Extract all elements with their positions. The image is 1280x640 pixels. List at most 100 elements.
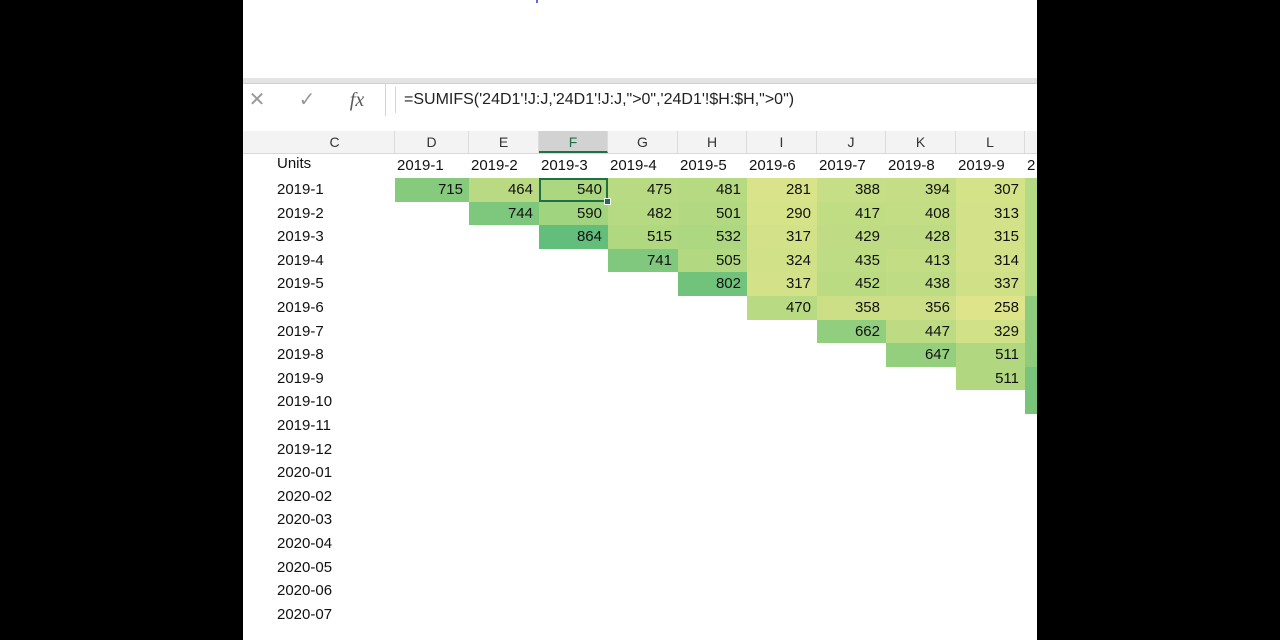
data-cell[interactable]: 470 <box>747 296 817 320</box>
period-header[interactable]: 2019-6 <box>749 157 796 174</box>
data-cell[interactable]: 864 <box>539 225 608 249</box>
data-cell[interactable]: 408 <box>886 201 956 226</box>
insert-function-button[interactable]: fx <box>349 89 365 111</box>
column-header-k[interactable]: K <box>886 131 956 153</box>
data-cell[interactable]: 515 <box>608 225 678 249</box>
data-cell[interactable]: 802 <box>678 272 747 296</box>
row-label[interactable]: 2020-06 <box>277 582 333 600</box>
data-cell[interactable] <box>1025 390 1037 414</box>
data-cell[interactable]: 315 <box>956 225 1025 249</box>
data-cell[interactable]: 317 <box>747 225 817 249</box>
period-header[interactable]: 2019-2 <box>471 157 518 174</box>
data-cell[interactable]: 394 <box>886 178 956 202</box>
column-header-g[interactable]: G <box>608 131 678 153</box>
row-label[interactable]: 2020-02 <box>277 487 333 505</box>
data-cell[interactable]: 429 <box>817 225 886 249</box>
data-cell[interactable]: 307 <box>956 178 1025 202</box>
data-cell[interactable]: 290 <box>747 201 817 226</box>
row-label[interactable]: 2020-07 <box>277 605 333 623</box>
column-header-d[interactable]: D <box>395 131 469 153</box>
data-cell[interactable]: 358 <box>817 296 886 320</box>
column-header-j[interactable]: J <box>817 131 886 153</box>
data-cell[interactable]: 413 <box>886 248 956 273</box>
row-label[interactable]: 2019-2 <box>277 204 324 222</box>
data-cell[interactable]: 647 <box>886 343 956 367</box>
period-header[interactable]: 2 <box>1027 157 1036 174</box>
period-header[interactable]: 2019-4 <box>610 157 657 174</box>
period-header[interactable]: 2019-5 <box>680 157 727 174</box>
data-cell[interactable]: 511 <box>956 343 1025 367</box>
data-cell[interactable] <box>1025 343 1037 367</box>
row-label[interactable]: 2019-12 <box>277 440 333 458</box>
data-cell[interactable] <box>1025 178 1037 202</box>
data-cell[interactable] <box>1025 225 1037 249</box>
column-header-e[interactable]: E <box>469 131 539 153</box>
data-cell[interactable] <box>1025 296 1037 320</box>
data-cell[interactable]: 317 <box>747 272 817 296</box>
row-label[interactable]: 2020-03 <box>277 511 333 529</box>
row-label[interactable]: 2019-11 <box>277 417 331 434</box>
data-cell[interactable]: 452 <box>817 272 886 296</box>
data-cell[interactable]: 388 <box>817 178 886 202</box>
data-cell[interactable]: 532 <box>678 225 747 249</box>
data-cell[interactable]: 540 <box>539 178 608 202</box>
data-cell[interactable]: 447 <box>886 319 956 344</box>
data-cell[interactable]: 475 <box>608 178 678 202</box>
data-cell[interactable]: 324 <box>747 248 817 273</box>
period-header[interactable]: 2019-3 <box>541 157 588 174</box>
column-header-f[interactable]: F <box>539 131 608 153</box>
data-cell[interactable] <box>1025 366 1037 391</box>
data-cell[interactable]: 715 <box>395 178 469 202</box>
row-label[interactable]: 2019-1 <box>277 181 324 198</box>
row-label[interactable]: 2019-3 <box>277 228 324 246</box>
data-cell[interactable]: 464 <box>469 178 539 202</box>
data-cell[interactable]: 744 <box>469 201 539 226</box>
row-label[interactable]: 2019-4 <box>277 251 324 269</box>
period-header[interactable]: 2019-8 <box>888 157 935 174</box>
period-header[interactable]: 2019-1 <box>397 157 444 174</box>
column-header-l[interactable]: L <box>956 131 1025 153</box>
row-label[interactable]: 2020-01 <box>277 464 333 482</box>
data-cell[interactable]: 428 <box>886 225 956 249</box>
data-cell[interactable]: 281 <box>747 178 817 202</box>
data-cell[interactable]: 314 <box>956 248 1025 273</box>
data-cell[interactable]: 337 <box>956 272 1025 296</box>
data-cell[interactable]: 590 <box>539 201 608 226</box>
data-cell[interactable]: 313 <box>956 201 1025 226</box>
data-cell[interactable]: 258 <box>956 296 1025 320</box>
data-cell[interactable]: 482 <box>608 201 678 226</box>
data-cell[interactable]: 662 <box>817 319 886 344</box>
data-cell[interactable]: 438 <box>886 272 956 296</box>
data-cell[interactable]: 417 <box>817 201 886 226</box>
column-header-h[interactable]: H <box>678 131 747 153</box>
data-cell[interactable]: 329 <box>956 319 1025 344</box>
formula-bar-buttons: ✕ ✓ fx <box>243 84 386 116</box>
data-cell[interactable]: 356 <box>886 296 956 320</box>
row-label[interactable]: 2019-9 <box>277 369 324 387</box>
data-cell[interactable]: 505 <box>678 248 747 273</box>
row-label[interactable]: 2020-04 <box>277 535 333 552</box>
data-cell[interactable] <box>1025 319 1037 344</box>
row-label[interactable]: 2019-10 <box>277 393 333 411</box>
data-cell[interactable]: 511 <box>956 366 1025 391</box>
data-cell[interactable] <box>1025 248 1037 273</box>
formula-input[interactable]: =SUMIFS('24D1'!J:J,'24D1'!J:J,">0",'24D1… <box>395 87 1037 113</box>
period-header[interactable]: 2019-9 <box>958 157 1005 174</box>
close-icon[interactable]: ✕ <box>248 89 266 111</box>
row-label[interactable]: 2019-6 <box>277 299 324 316</box>
fill-handle[interactable] <box>604 197 611 205</box>
data-cell[interactable]: 741 <box>608 248 678 273</box>
row-label[interactable]: 2019-5 <box>277 275 324 293</box>
row-label[interactable]: 2019-7 <box>277 322 324 340</box>
row-label[interactable]: 2020-05 <box>277 558 333 576</box>
column-header-c[interactable]: C <box>275 131 395 153</box>
data-cell[interactable]: 501 <box>678 201 747 226</box>
period-header[interactable]: 2019-7 <box>819 157 866 174</box>
data-cell[interactable] <box>1025 201 1037 226</box>
row-label[interactable]: 2019-8 <box>277 346 324 364</box>
check-icon[interactable]: ✓ <box>298 89 316 111</box>
data-cell[interactable]: 481 <box>678 178 747 202</box>
data-cell[interactable] <box>1025 272 1037 296</box>
data-cell[interactable]: 435 <box>817 248 886 273</box>
column-header-i[interactable]: I <box>747 131 817 153</box>
